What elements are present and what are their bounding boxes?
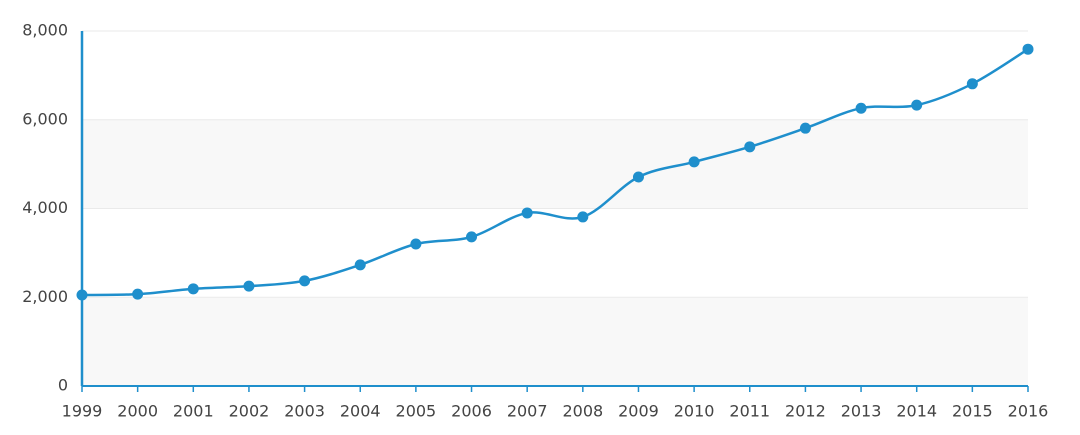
x-tick-label: 2009: [618, 402, 659, 421]
x-tick-label: 2014: [896, 402, 937, 421]
x-tick-label: 2015: [952, 402, 993, 421]
x-tick-label: 2004: [340, 402, 381, 421]
x-tick-label: 2010: [674, 402, 715, 421]
y-tick-label: 4,000: [22, 198, 68, 217]
x-tick-label: 2012: [785, 402, 826, 421]
point: [688, 156, 700, 168]
x-tick-label: 2002: [229, 402, 270, 421]
point: [577, 211, 589, 223]
x-tick-label: 2011: [729, 402, 770, 421]
point: [1022, 43, 1034, 55]
grid-band: [82, 297, 1028, 386]
point: [299, 275, 311, 287]
point: [911, 99, 923, 111]
point: [243, 280, 255, 292]
point: [632, 171, 644, 183]
y-tick-label: 0: [58, 376, 68, 395]
x-tick-label: 2005: [396, 402, 437, 421]
point: [855, 102, 867, 114]
x-tick-label: 2013: [841, 402, 882, 421]
point: [466, 231, 478, 243]
point: [410, 238, 422, 250]
x-tick-label: 2000: [117, 402, 158, 421]
point: [76, 289, 88, 301]
x-tick-label: 2008: [562, 402, 603, 421]
y-tick-label: 8,000: [22, 21, 68, 40]
x-tick-label: 2006: [451, 402, 492, 421]
x-tick-label: 2003: [284, 402, 325, 421]
x-tick-label: 1999: [62, 402, 103, 421]
x-tick-label: 2007: [507, 402, 548, 421]
point: [744, 141, 756, 153]
point: [799, 122, 811, 134]
y-tick-label: 2,000: [22, 287, 68, 306]
point: [132, 288, 144, 300]
x-tick-label: 2016: [1008, 402, 1049, 421]
point: [354, 259, 366, 271]
y-tick-label: 6,000: [22, 109, 68, 128]
point: [966, 78, 978, 90]
point: [521, 207, 533, 219]
grid-band: [82, 119, 1028, 209]
point: [187, 283, 199, 295]
x-tick-label: 2001: [173, 402, 214, 421]
